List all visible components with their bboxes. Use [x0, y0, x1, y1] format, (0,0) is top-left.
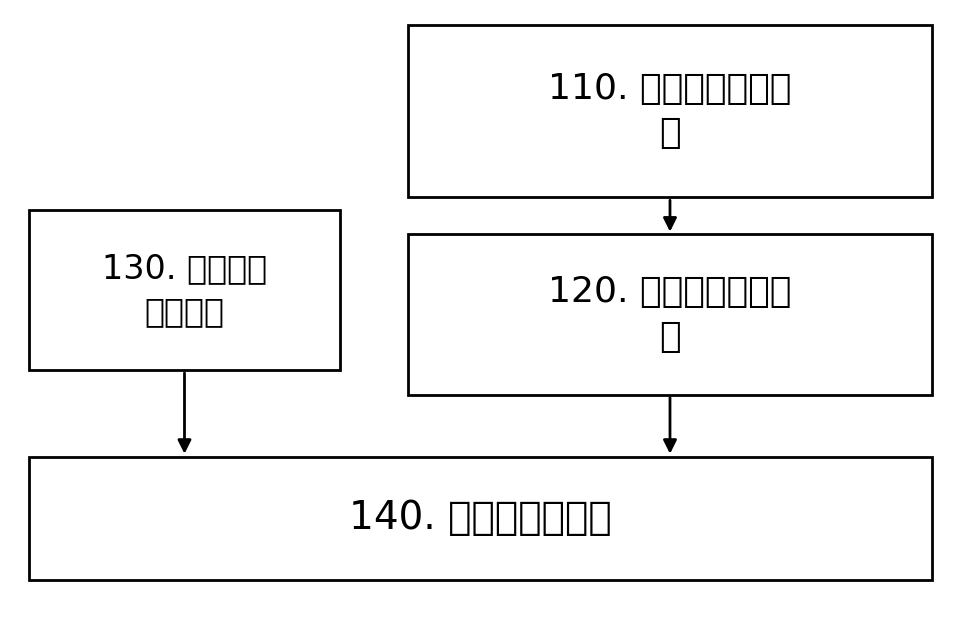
- FancyBboxPatch shape: [29, 210, 340, 370]
- Text: 140. 修复量计算模块: 140. 修复量计算模块: [350, 499, 612, 537]
- FancyBboxPatch shape: [408, 25, 932, 197]
- Text: 120. 待修复区简化模
块: 120. 待修复区简化模 块: [549, 275, 791, 354]
- Text: 130. 迁移深度
评估模块: 130. 迁移深度 评估模块: [102, 252, 267, 328]
- FancyBboxPatch shape: [408, 234, 932, 395]
- Text: 110. 污染风险评估模
块: 110. 污染风险评估模 块: [549, 72, 791, 151]
- FancyBboxPatch shape: [29, 457, 932, 580]
